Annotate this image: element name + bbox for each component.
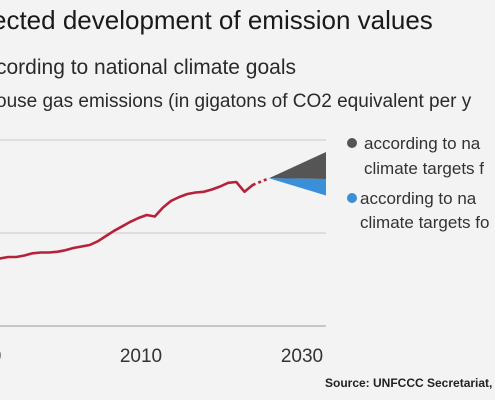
- projection-upper-band: [268, 152, 326, 179]
- x-tick-label: 2010: [120, 346, 162, 367]
- legend-label: climate targets f: [364, 159, 484, 178]
- chart-subtitle: cording to national climate goals: [0, 56, 297, 79]
- projection-fan: [268, 152, 326, 196]
- legend-item: according to na climate targets f: [347, 134, 484, 178]
- series-line-historical: [0, 180, 254, 260]
- chart-title: ected development of emission values: [0, 5, 433, 35]
- legend-swatch: [347, 138, 357, 148]
- unit-label: ouse gas emissions (in gigatons of CO2 e…: [0, 91, 472, 112]
- projection-lower-band: [268, 178, 326, 196]
- series-line-historical-estimate: [252, 177, 270, 187]
- x-tick-labels: 0 2010 2030: [0, 346, 323, 367]
- legend-label: according to na: [364, 134, 481, 153]
- x-tick-label: 0: [0, 346, 1, 367]
- x-tick-label: 2030: [281, 346, 323, 367]
- legend-swatch: [347, 193, 357, 203]
- series-lines: [0, 177, 270, 260]
- gridlines: [0, 139, 326, 327]
- legend-label: according to na: [360, 189, 477, 208]
- legend-label: climate targets fo: [360, 213, 489, 232]
- legend-item: according to na climate targets fo: [347, 189, 489, 232]
- source-note: Source: UNFCCC Secretariat, C: [325, 376, 495, 390]
